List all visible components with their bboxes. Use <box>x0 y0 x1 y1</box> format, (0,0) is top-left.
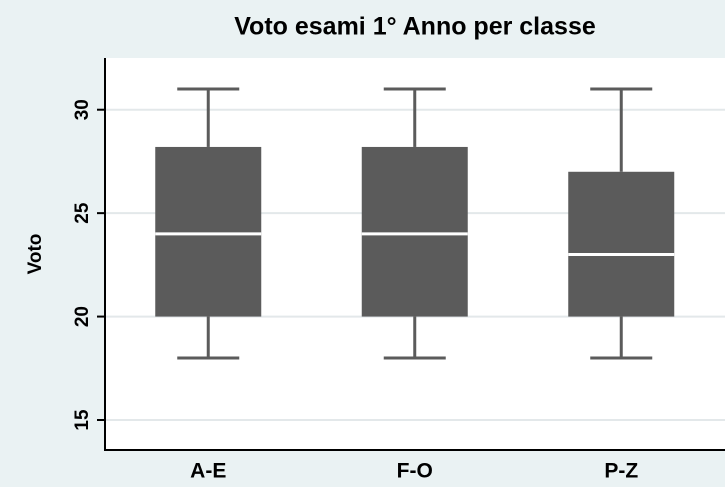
y-tick-label: 20 <box>72 306 93 327</box>
box <box>568 171 675 317</box>
y-axis-label: Voto <box>25 234 46 275</box>
x-tick-label: A-E <box>190 460 226 483</box>
y-tick-label: 25 <box>72 202 93 224</box>
box <box>155 146 262 317</box>
y-tick-label: 30 <box>72 99 93 120</box>
x-tick-label: F-O <box>397 460 433 483</box>
y-tick-label: 15 <box>72 409 93 431</box>
chart-title: Voto esami 1° Anno per classe <box>234 13 596 41</box>
x-tick-label: P-Z <box>604 460 638 483</box>
box <box>361 146 468 317</box>
